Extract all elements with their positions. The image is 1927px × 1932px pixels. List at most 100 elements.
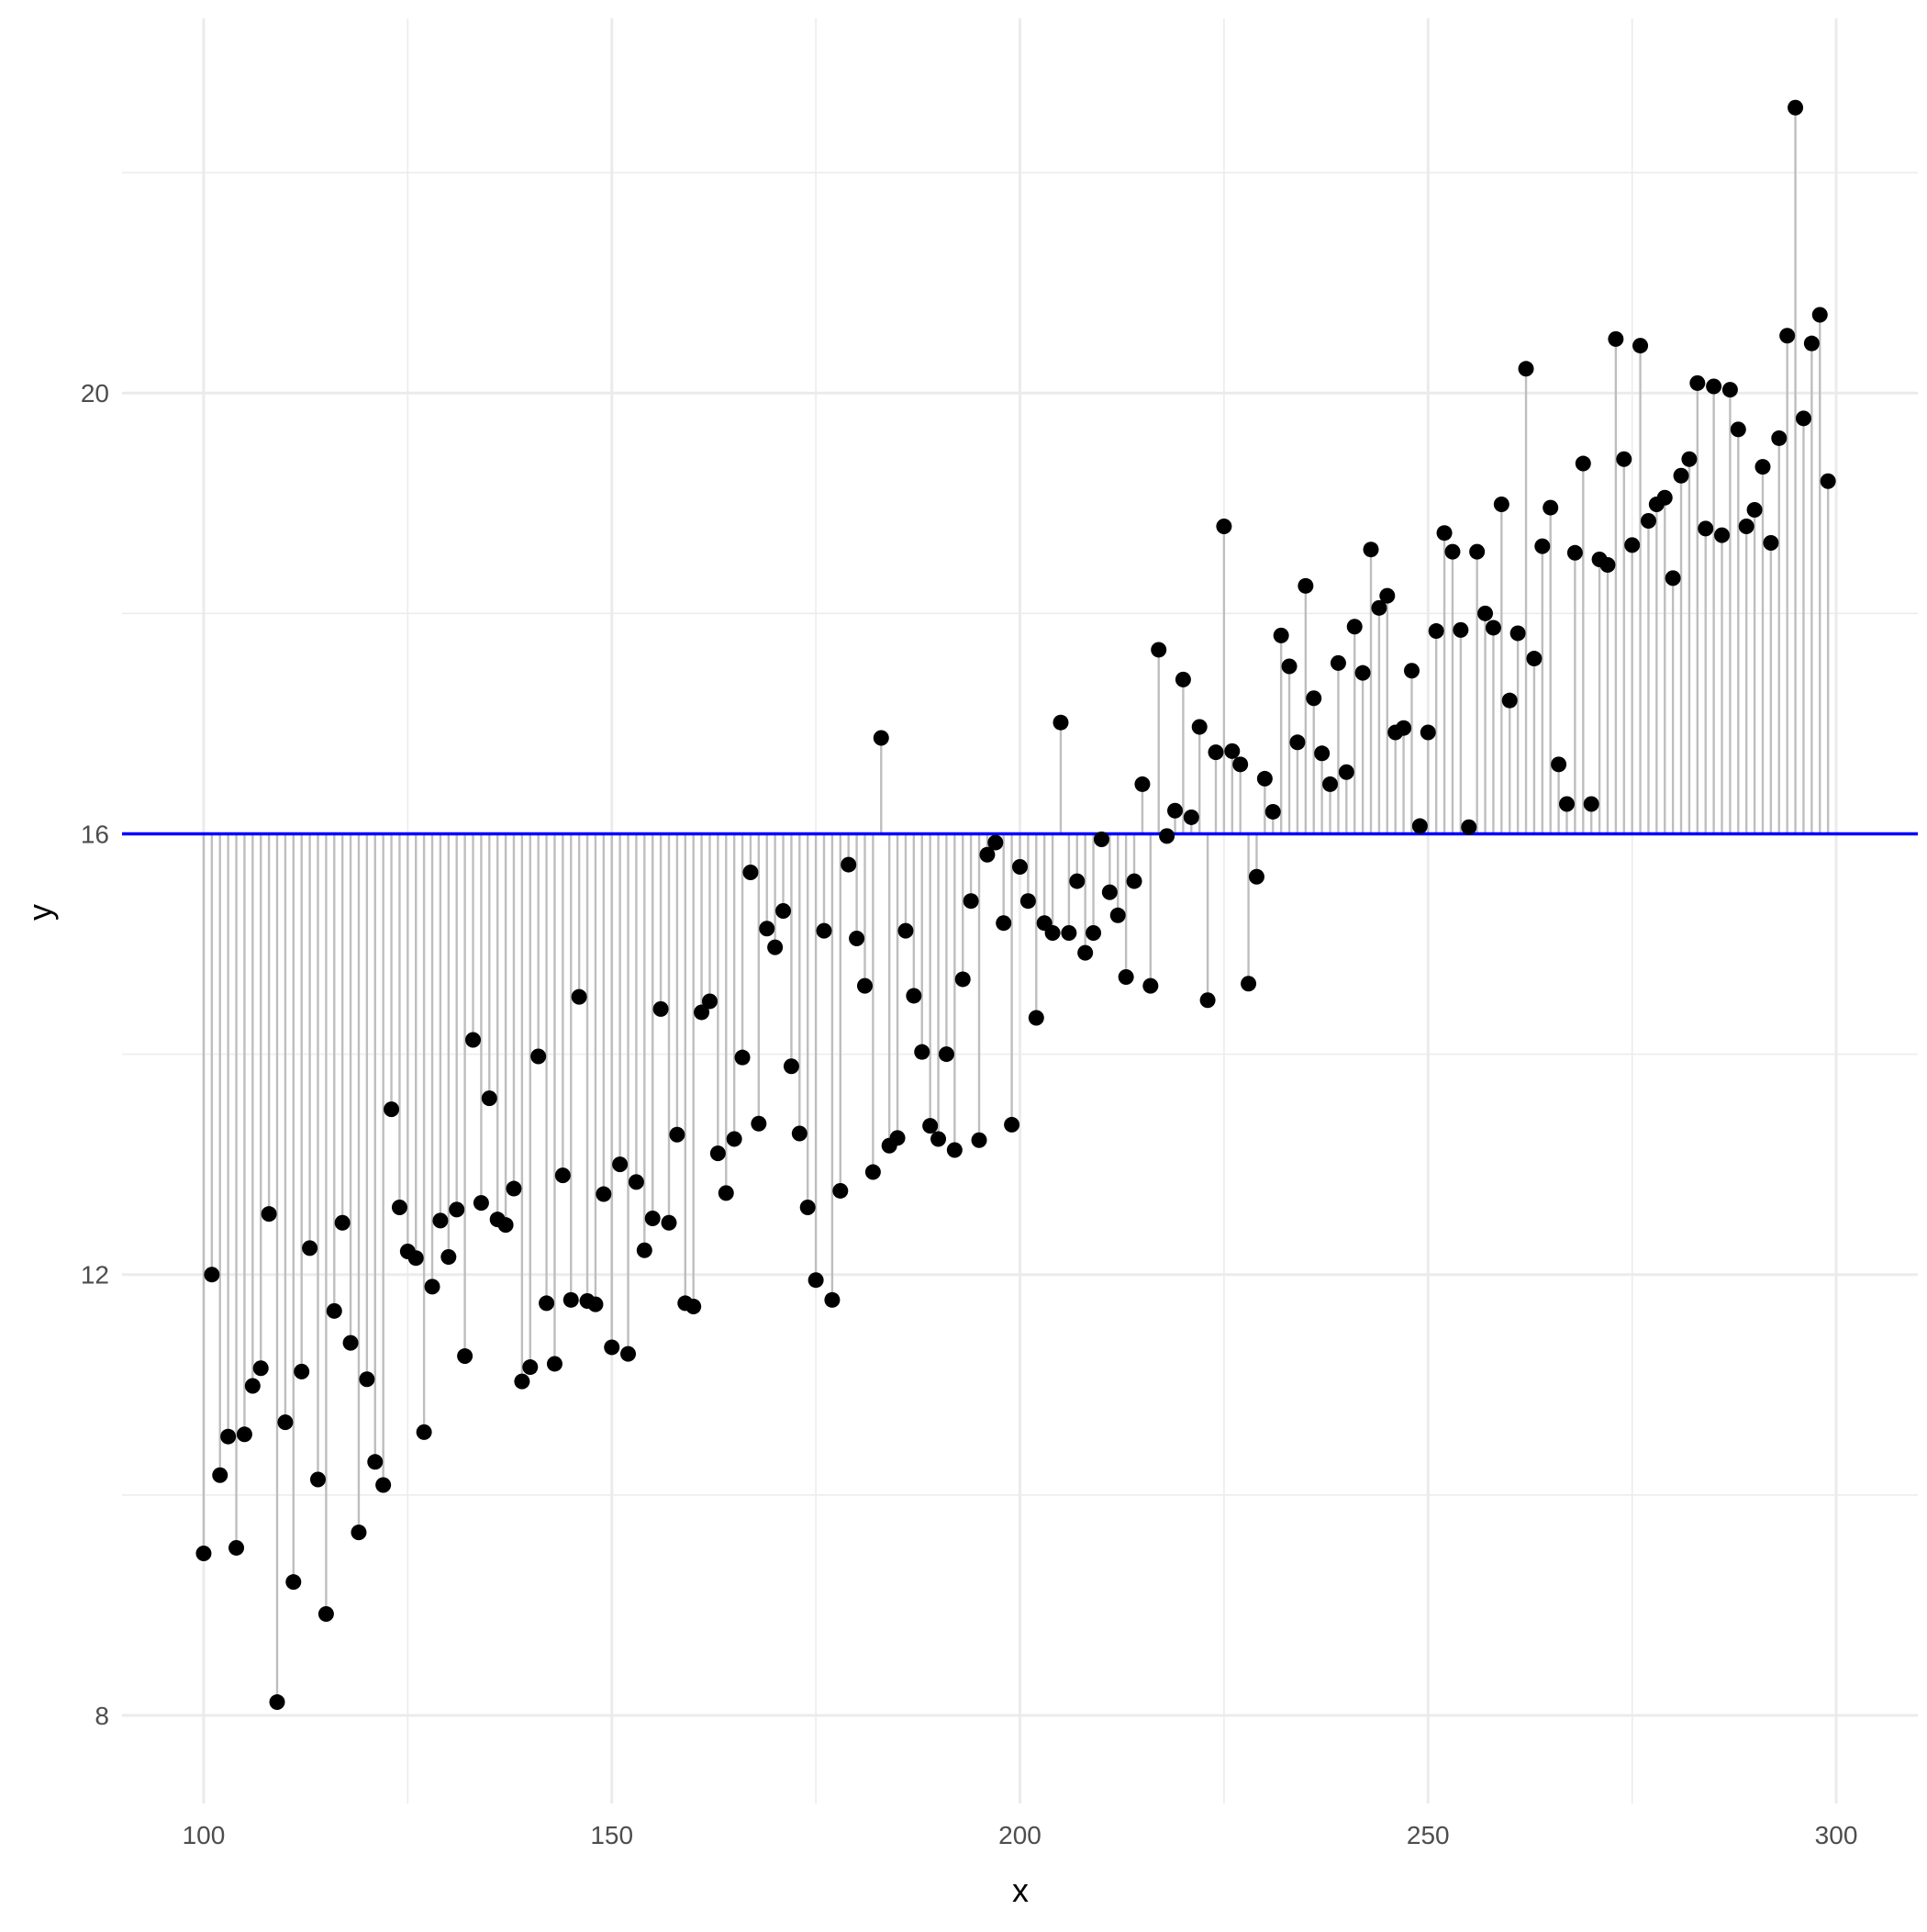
data-point — [1730, 421, 1746, 438]
data-point — [1053, 714, 1069, 731]
data-point — [1461, 819, 1477, 835]
data-point — [1788, 99, 1804, 116]
y-tick-label: 8 — [95, 1702, 109, 1730]
data-point — [1314, 745, 1331, 762]
data-point — [571, 988, 587, 1005]
y-tick-label: 12 — [81, 1261, 109, 1290]
data-point — [195, 1545, 212, 1561]
data-point — [996, 915, 1012, 932]
data-point — [1248, 868, 1264, 885]
data-point — [914, 1044, 930, 1060]
data-point — [873, 730, 889, 746]
data-point — [1338, 764, 1354, 780]
data-point — [407, 1250, 424, 1267]
data-point — [824, 1291, 841, 1308]
data-point — [1763, 534, 1779, 551]
data-point — [946, 1142, 963, 1158]
data-point — [1493, 496, 1509, 512]
data-point — [1396, 720, 1412, 736]
data-point — [1183, 809, 1199, 825]
data-point — [1379, 587, 1396, 604]
data-point — [685, 1299, 702, 1315]
data-point — [1019, 893, 1036, 910]
data-point — [1077, 944, 1094, 961]
data-point — [1363, 542, 1379, 558]
data-point — [530, 1048, 547, 1065]
data-point — [302, 1240, 318, 1256]
data-point — [1411, 818, 1428, 834]
y-axis-title: y — [21, 904, 59, 921]
data-point — [449, 1201, 465, 1218]
data-point — [897, 922, 914, 939]
data-point — [1575, 455, 1591, 472]
data-point — [391, 1199, 407, 1215]
data-point — [709, 1145, 726, 1162]
data-point — [1656, 489, 1673, 506]
data-point — [808, 1272, 824, 1289]
data-point — [971, 1132, 987, 1148]
data-point — [1558, 796, 1575, 812]
y-tick-label: 20 — [81, 379, 109, 408]
data-point — [864, 1164, 881, 1180]
data-point — [269, 1694, 285, 1711]
data-point — [1771, 430, 1788, 446]
data-point — [1175, 671, 1191, 687]
data-point — [1673, 467, 1689, 484]
data-point — [1346, 619, 1363, 635]
data-point — [457, 1348, 473, 1365]
x-tick-label: 250 — [1407, 1821, 1450, 1849]
data-point — [1518, 361, 1534, 377]
data-point — [359, 1371, 375, 1388]
data-point — [1044, 925, 1061, 942]
data-point — [1444, 543, 1461, 560]
data-point — [1134, 776, 1151, 792]
data-point — [1354, 664, 1371, 681]
data-point — [1698, 520, 1714, 537]
data-point — [963, 893, 979, 910]
data-point — [644, 1210, 661, 1226]
data-point — [1526, 651, 1543, 667]
data-point — [1551, 756, 1567, 773]
data-point — [1151, 642, 1167, 658]
data-point — [309, 1471, 326, 1488]
data-point — [669, 1126, 685, 1143]
data-point — [791, 1125, 808, 1142]
data-point — [1232, 756, 1249, 773]
data-point — [1167, 802, 1184, 819]
data-point — [1509, 625, 1526, 642]
x-tick-label: 200 — [998, 1821, 1041, 1849]
data-point — [604, 1339, 620, 1356]
data-point — [1126, 873, 1142, 889]
data-point — [1746, 501, 1763, 518]
data-point — [1485, 620, 1501, 636]
data-point — [1264, 803, 1281, 820]
data-point — [1543, 499, 1559, 516]
data-point — [220, 1428, 237, 1445]
data-point — [751, 1115, 767, 1132]
data-point — [718, 1185, 734, 1201]
data-point — [424, 1279, 440, 1295]
data-point — [1281, 658, 1298, 675]
data-point — [987, 834, 1004, 851]
x-tick-label: 300 — [1815, 1821, 1858, 1849]
data-point — [889, 1130, 906, 1146]
data-point — [539, 1295, 555, 1312]
data-point — [906, 988, 922, 1004]
data-point — [1224, 743, 1241, 759]
data-point — [734, 1049, 751, 1066]
data-point — [1191, 719, 1208, 735]
data-point — [1289, 734, 1306, 751]
data-point — [620, 1346, 637, 1362]
data-point — [1795, 410, 1811, 427]
data-point — [726, 1131, 742, 1147]
data-point — [252, 1360, 269, 1377]
data-point — [1583, 796, 1599, 812]
points — [195, 99, 1836, 1711]
data-point — [1599, 557, 1616, 574]
stems — [202, 107, 1830, 1703]
data-point — [636, 1242, 652, 1258]
data-point — [473, 1195, 489, 1212]
data-point — [384, 1101, 400, 1118]
data-point — [261, 1206, 277, 1223]
